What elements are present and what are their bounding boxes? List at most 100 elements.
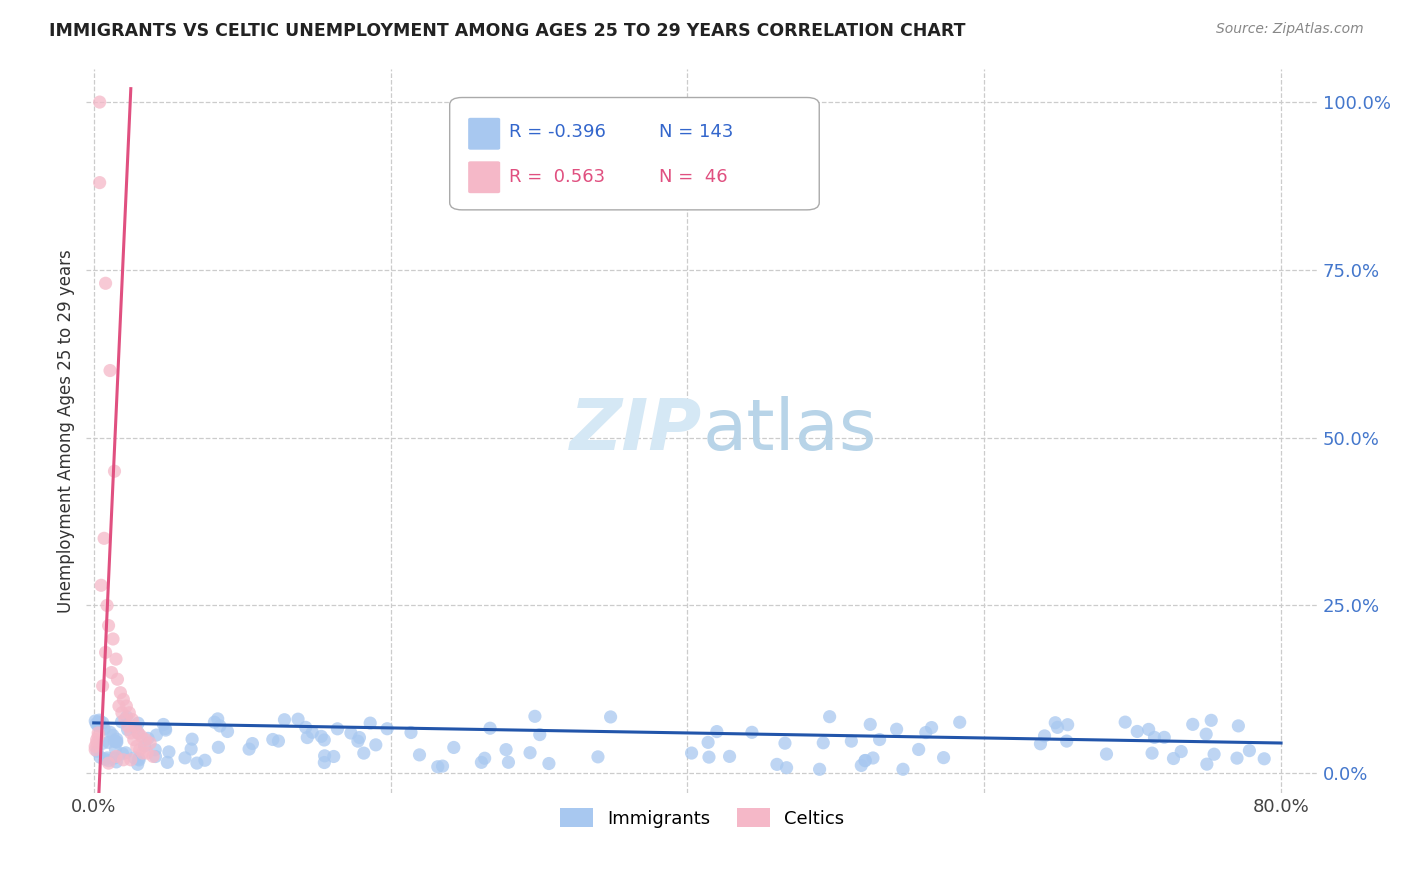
Point bbox=[208, 719, 231, 733]
Point bbox=[122, 732, 145, 747]
Point bbox=[96, 751, 118, 765]
Point bbox=[105, 755, 128, 769]
Point bbox=[359, 716, 381, 731]
Point bbox=[93, 722, 115, 736]
Point bbox=[294, 720, 316, 734]
Point bbox=[110, 714, 132, 729]
Point bbox=[1045, 715, 1067, 730]
Point bbox=[97, 754, 120, 768]
Point bbox=[470, 756, 492, 770]
Point bbox=[139, 736, 162, 750]
Point bbox=[94, 645, 117, 659]
Point bbox=[495, 742, 517, 756]
Point bbox=[314, 756, 336, 770]
Text: N = 143: N = 143 bbox=[659, 123, 734, 141]
Point bbox=[155, 722, 177, 736]
Point bbox=[217, 724, 239, 739]
Point bbox=[134, 739, 156, 753]
Point bbox=[426, 760, 449, 774]
Point bbox=[1204, 747, 1226, 762]
Point bbox=[100, 665, 122, 680]
Point bbox=[186, 756, 208, 770]
Point bbox=[98, 725, 121, 739]
Point bbox=[129, 729, 152, 743]
Point bbox=[1114, 715, 1136, 730]
Point bbox=[408, 747, 430, 762]
Point bbox=[697, 750, 720, 764]
Point bbox=[131, 746, 153, 760]
Point bbox=[84, 742, 107, 756]
Point bbox=[907, 742, 929, 756]
Point bbox=[124, 719, 146, 733]
Point bbox=[127, 757, 149, 772]
Point bbox=[90, 578, 112, 592]
Point bbox=[375, 722, 398, 736]
Point bbox=[112, 692, 135, 706]
Point bbox=[87, 714, 110, 729]
Point bbox=[853, 754, 876, 768]
Point bbox=[103, 751, 125, 765]
Point bbox=[142, 749, 165, 764]
FancyBboxPatch shape bbox=[450, 97, 820, 210]
Point bbox=[364, 738, 387, 752]
Point bbox=[851, 758, 873, 772]
Point bbox=[124, 751, 146, 765]
Point bbox=[115, 699, 138, 714]
Point bbox=[152, 717, 174, 731]
Point bbox=[114, 713, 136, 727]
Point bbox=[111, 747, 134, 761]
Point bbox=[104, 742, 127, 756]
Point bbox=[174, 751, 197, 765]
Point bbox=[91, 736, 114, 750]
Point bbox=[741, 725, 763, 739]
Point bbox=[89, 750, 111, 764]
Point bbox=[1140, 746, 1163, 760]
Point bbox=[93, 531, 115, 545]
Point bbox=[87, 729, 110, 743]
Point bbox=[921, 721, 943, 735]
Point bbox=[156, 756, 179, 770]
Point bbox=[128, 751, 150, 765]
Point bbox=[180, 742, 202, 756]
Point bbox=[84, 714, 107, 728]
Text: ZIP: ZIP bbox=[569, 396, 702, 466]
Point bbox=[353, 746, 375, 760]
Point bbox=[1195, 727, 1218, 741]
Point bbox=[862, 751, 884, 765]
Text: IMMIGRANTS VS CELTIC UNEMPLOYMENT AMONG AGES 25 TO 29 YEARS CORRELATION CHART: IMMIGRANTS VS CELTIC UNEMPLOYMENT AMONG … bbox=[49, 22, 966, 40]
Point bbox=[207, 740, 229, 755]
Point bbox=[238, 742, 260, 756]
Text: R =  0.563: R = 0.563 bbox=[509, 169, 605, 186]
Point bbox=[145, 749, 167, 764]
Point bbox=[97, 756, 120, 771]
Point bbox=[311, 730, 333, 744]
Point bbox=[886, 723, 908, 737]
Point bbox=[347, 734, 370, 748]
Point bbox=[697, 735, 720, 749]
Point bbox=[273, 713, 295, 727]
Point bbox=[98, 363, 121, 377]
Point bbox=[84, 716, 107, 731]
Point bbox=[1095, 747, 1118, 761]
Point bbox=[301, 725, 323, 739]
Point bbox=[120, 726, 142, 740]
Text: N =  46: N = 46 bbox=[659, 169, 728, 186]
Point bbox=[118, 706, 141, 720]
Point bbox=[145, 728, 167, 742]
Point bbox=[262, 732, 284, 747]
Point bbox=[529, 728, 551, 742]
Point bbox=[110, 686, 132, 700]
Point bbox=[474, 751, 496, 765]
Point bbox=[841, 734, 863, 748]
Point bbox=[1046, 720, 1069, 734]
Point bbox=[242, 737, 264, 751]
Text: atlas: atlas bbox=[702, 396, 876, 466]
Point bbox=[121, 713, 143, 727]
Point bbox=[86, 736, 108, 750]
Point bbox=[114, 746, 136, 760]
FancyBboxPatch shape bbox=[468, 161, 501, 194]
Point bbox=[181, 732, 204, 747]
Point bbox=[96, 599, 118, 613]
Point bbox=[1226, 751, 1249, 765]
Y-axis label: Unemployment Among Ages 25 to 29 years: Unemployment Among Ages 25 to 29 years bbox=[58, 249, 75, 613]
